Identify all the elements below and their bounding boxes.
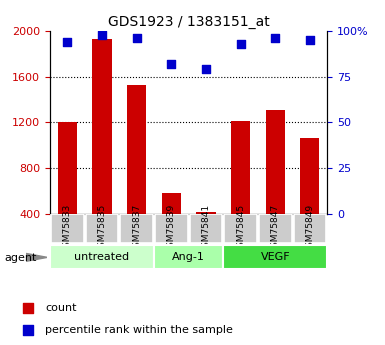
Bar [266, 110, 285, 260]
Bar [196, 211, 216, 260]
FancyBboxPatch shape [259, 215, 291, 243]
Point [203, 67, 209, 72]
Text: VEGF: VEGF [261, 252, 290, 262]
Bar [127, 85, 146, 260]
Text: GSM75849: GSM75849 [305, 204, 315, 253]
Bar [231, 121, 250, 260]
FancyBboxPatch shape [190, 215, 222, 243]
FancyBboxPatch shape [294, 215, 326, 243]
Point [64, 39, 70, 45]
Bar [92, 39, 112, 260]
FancyBboxPatch shape [86, 215, 118, 243]
Text: GSM75845: GSM75845 [236, 204, 245, 253]
Text: percentile rank within the sample: percentile rank within the sample [45, 325, 233, 335]
Text: GSM75839: GSM75839 [167, 204, 176, 253]
Point [268, 215, 275, 220]
Point [238, 41, 244, 47]
FancyBboxPatch shape [223, 245, 327, 269]
Bar [300, 138, 320, 260]
Title: GDS1923 / 1383151_at: GDS1923 / 1383151_at [108, 14, 270, 29]
Text: GSM75841: GSM75841 [201, 204, 211, 253]
Text: untreated: untreated [74, 252, 130, 262]
Text: GSM75835: GSM75835 [97, 204, 107, 253]
Point [272, 36, 278, 41]
Polygon shape [26, 254, 47, 261]
Point [99, 32, 105, 38]
Text: agent: agent [5, 253, 37, 263]
Text: Ang-1: Ang-1 [172, 252, 205, 262]
Bar [58, 122, 77, 260]
FancyBboxPatch shape [154, 245, 223, 269]
FancyBboxPatch shape [224, 215, 257, 243]
Point [307, 37, 313, 43]
Point [134, 36, 140, 41]
Point [168, 61, 174, 67]
FancyBboxPatch shape [50, 245, 154, 269]
FancyBboxPatch shape [121, 215, 153, 243]
Text: GSM75833: GSM75833 [63, 204, 72, 253]
Point [268, 11, 275, 16]
FancyBboxPatch shape [155, 215, 187, 243]
Text: GSM75847: GSM75847 [271, 204, 280, 253]
Text: GSM75837: GSM75837 [132, 204, 141, 253]
Text: count: count [45, 303, 77, 313]
Bar [162, 193, 181, 260]
FancyBboxPatch shape [51, 215, 84, 243]
